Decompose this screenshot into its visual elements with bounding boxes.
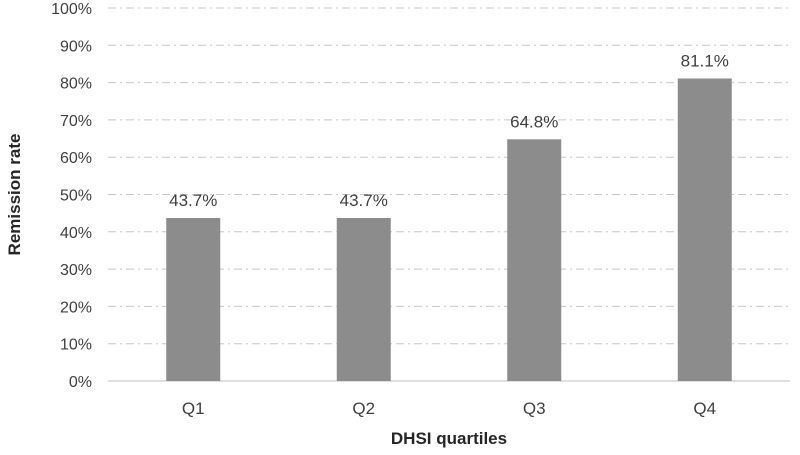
x-category-label: Q1 xyxy=(182,399,205,418)
data-labels: 43.7% 43.7% 64.8% 81.1% xyxy=(169,51,729,210)
y-tick-label: 20% xyxy=(60,299,92,316)
y-tick-label: 60% xyxy=(60,150,92,167)
x-axis-title: DHSI quartiles xyxy=(391,429,507,448)
bars xyxy=(166,78,732,381)
x-category-label: Q3 xyxy=(523,399,546,418)
y-tick-label: 30% xyxy=(60,262,92,279)
x-category-label: Q2 xyxy=(352,399,375,418)
bar xyxy=(166,217,221,381)
data-label: 43.7% xyxy=(169,191,217,210)
y-tick-label: 10% xyxy=(60,337,92,354)
x-axis-categories: Q1 Q2 Q3 Q4 xyxy=(182,399,716,418)
y-tick-label: 100% xyxy=(51,1,92,18)
bar xyxy=(336,217,391,381)
y-tick-label: 90% xyxy=(60,38,92,55)
y-tick-label: 0% xyxy=(69,374,92,391)
data-label: 81.1% xyxy=(681,51,729,70)
bar xyxy=(677,78,732,381)
y-tick-label: 50% xyxy=(60,188,92,205)
y-tick-label: 40% xyxy=(60,225,92,242)
bar xyxy=(507,139,562,381)
y-tick-label: 70% xyxy=(60,113,92,130)
y-tick-label: 80% xyxy=(60,76,92,93)
data-label: 43.7% xyxy=(340,191,388,210)
y-axis-title: Remission rate xyxy=(5,134,24,256)
y-axis-ticks: 0% 10% 20% 30% 40% 50% 60% 70% 80% 90% 100% xyxy=(51,1,92,391)
data-label: 64.8% xyxy=(510,112,558,131)
x-category-label: Q4 xyxy=(693,399,716,418)
gridlines xyxy=(108,7,790,345)
